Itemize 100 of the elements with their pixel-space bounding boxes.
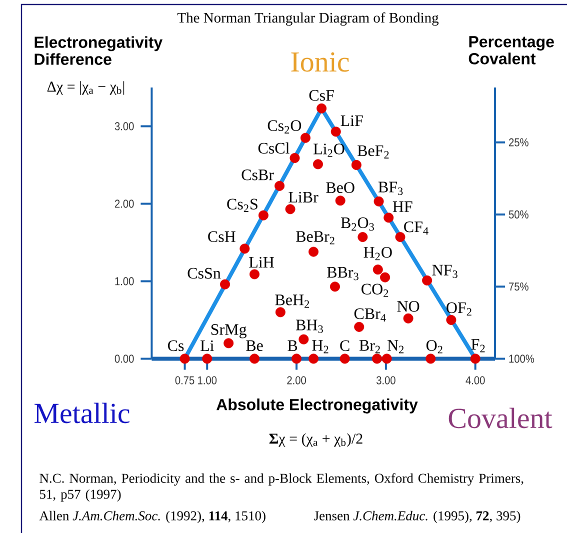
annotation: H$_{2}$O	[364, 247, 392, 260]
point	[358, 232, 368, 242]
point	[403, 313, 414, 324]
text: Jensen J.Chem.Educ. (1995), 72, 395)	[314, 510, 520, 524]
annotation: BeO	[326, 182, 354, 193]
y-tick-label: 3.00	[114, 122, 134, 130]
y2-axis-title: Percentage Covalent	[468, 36, 554, 64]
y-tick-label: 2.00	[115, 200, 134, 208]
point	[335, 196, 346, 206]
y-tick-label: 1.00	[115, 277, 134, 286]
point	[470, 354, 480, 364]
annotation: B	[288, 340, 298, 351]
point	[202, 354, 212, 364]
annotation: BF$_{3}$	[378, 182, 403, 195]
point	[298, 334, 309, 344]
x-tick-label: 1.00	[198, 376, 217, 384]
point	[250, 354, 260, 364]
text: Allen J.Am.Chem.Soc. (1992), 114, 1510)	[39, 510, 266, 524]
point	[340, 354, 350, 364]
y2-tick-label: 50%	[508, 210, 528, 219]
annotation: Br$_{2}$	[359, 340, 380, 354]
annotation: BH$_{3}$	[296, 320, 323, 333]
annotation: CsCl	[258, 142, 290, 154]
x-tick-label: 4.00	[466, 376, 485, 384]
annotation: CsF	[309, 90, 334, 101]
annotation: Cs$_{2}$S	[227, 198, 258, 212]
y-tick-label: 0.00	[114, 354, 134, 363]
annotation: CsSn	[188, 268, 221, 279]
annotation: BeBr$_{2}$	[296, 231, 334, 244]
point	[240, 244, 250, 254]
chart-title: The Norman Triangular Diagram of Bonding	[177, 12, 439, 26]
point	[250, 269, 260, 280]
annotation: C	[340, 340, 350, 352]
point	[384, 212, 394, 223]
point	[316, 103, 327, 114]
annotation: HF	[392, 201, 412, 212]
point	[308, 354, 319, 364]
annotation: Cs$_{2}$O	[268, 120, 302, 134]
annotation: CF$_{4}$	[404, 221, 428, 235]
text: Metallic	[34, 402, 130, 424]
point	[275, 307, 286, 318]
annotation: LiF	[340, 115, 363, 126]
point	[224, 338, 234, 348]
point	[372, 354, 382, 364]
text: N.C. Norman, Periodicity and the s- and p-Block Elements, Oxford Chemistry Primers, 51, p57 (1997)	[40, 473, 524, 502]
annotation: F$_{2}$	[471, 339, 485, 352]
point	[382, 354, 392, 364]
text: Δχ = |χ$_{a}$ − χ$_{b}$|	[47, 81, 124, 95]
point	[426, 354, 436, 364]
point	[308, 246, 319, 257]
annotation: BeF$_{2}$	[358, 145, 389, 159]
point	[380, 272, 390, 282]
annotation: LiBr	[288, 192, 318, 202]
annotation: BeH$_{2}$	[275, 294, 310, 308]
point	[300, 132, 310, 143]
point	[372, 264, 383, 275]
y2-tick-label: 75%	[509, 282, 528, 291]
annotation: CsBr	[242, 170, 274, 180]
annotation: H$_{2}$	[312, 340, 328, 354]
annotation: LiH	[249, 256, 274, 268]
y2-tick-label: 100%	[509, 354, 534, 363]
x-tick-label: 0.75	[175, 376, 194, 384]
point	[220, 279, 230, 290]
point	[374, 196, 384, 206]
point	[292, 354, 302, 364]
point	[274, 180, 285, 191]
y-axis-title: Electronegativity Difference	[34, 36, 163, 65]
point	[354, 322, 364, 332]
point	[446, 314, 456, 325]
annotation: CsH	[208, 231, 236, 242]
text: Ionic	[291, 52, 349, 72]
annotation: Li$_{2}$O	[314, 144, 344, 157]
annotation: CBr$_{4}$	[354, 308, 386, 322]
annotation: CO$_{2}$	[362, 284, 388, 297]
text: Σχ = (χ$_{a}$ + χ$_{b}$)/2	[269, 433, 362, 447]
annotation: NO	[397, 301, 420, 312]
annotation: Li	[200, 340, 214, 351]
text: Covalent	[448, 408, 552, 428]
annotation: SrMg	[211, 324, 247, 338]
point	[258, 210, 268, 220]
annotation: O$_{2}$	[426, 340, 442, 354]
annotation: BBr$_{3}$	[327, 267, 358, 280]
annotation: OF$_{2}$	[446, 302, 472, 316]
point	[330, 282, 340, 292]
point	[330, 126, 341, 137]
x-tick-label: 2.00	[287, 376, 306, 384]
x-axis-title: Absolute Electronegativity	[216, 398, 418, 414]
point	[395, 232, 406, 242]
point	[180, 354, 190, 364]
point	[312, 159, 323, 170]
annotation: B$_{2}$O$_{3}$	[340, 217, 374, 231]
annotation: Be	[246, 340, 263, 352]
annotation: NF$_{3}$	[432, 264, 458, 278]
y2-tick-label: 25%	[509, 138, 528, 146]
x-tick-label: 3.00	[376, 376, 396, 384]
point	[351, 160, 362, 170]
point	[422, 275, 432, 286]
annotation: Cs	[168, 340, 184, 352]
point	[290, 153, 300, 164]
annotation: N$_{2}$	[387, 340, 404, 354]
